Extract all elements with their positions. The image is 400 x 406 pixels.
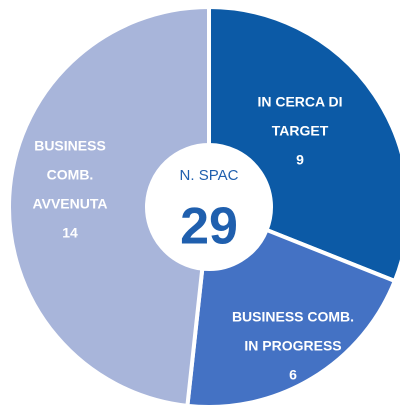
value-label: 9 (296, 152, 304, 168)
center-label: N. SPAC (180, 167, 239, 184)
slice (6, 4, 211, 406)
center-value: 29 (180, 198, 238, 256)
value-label: 14 (62, 225, 78, 241)
slice-label: AVVENUTA (33, 196, 108, 212)
value-label: 6 (289, 367, 297, 383)
slice-label: IN CERCA DI (257, 94, 342, 110)
slice-label: BUSINESS (34, 138, 106, 154)
labels: IN CERCA DI TARGET 9 BUSINESS COMB. IN PROGR… (33, 94, 355, 383)
slice-label: TARGET (272, 123, 329, 139)
slice (185, 227, 398, 406)
slice-label: IN PROGRESS (244, 338, 341, 354)
slice (207, 4, 400, 284)
slice-label: BUSINESS COMB. (232, 309, 354, 325)
slices (6, 4, 400, 406)
slice-label: COMB. (47, 167, 94, 183)
